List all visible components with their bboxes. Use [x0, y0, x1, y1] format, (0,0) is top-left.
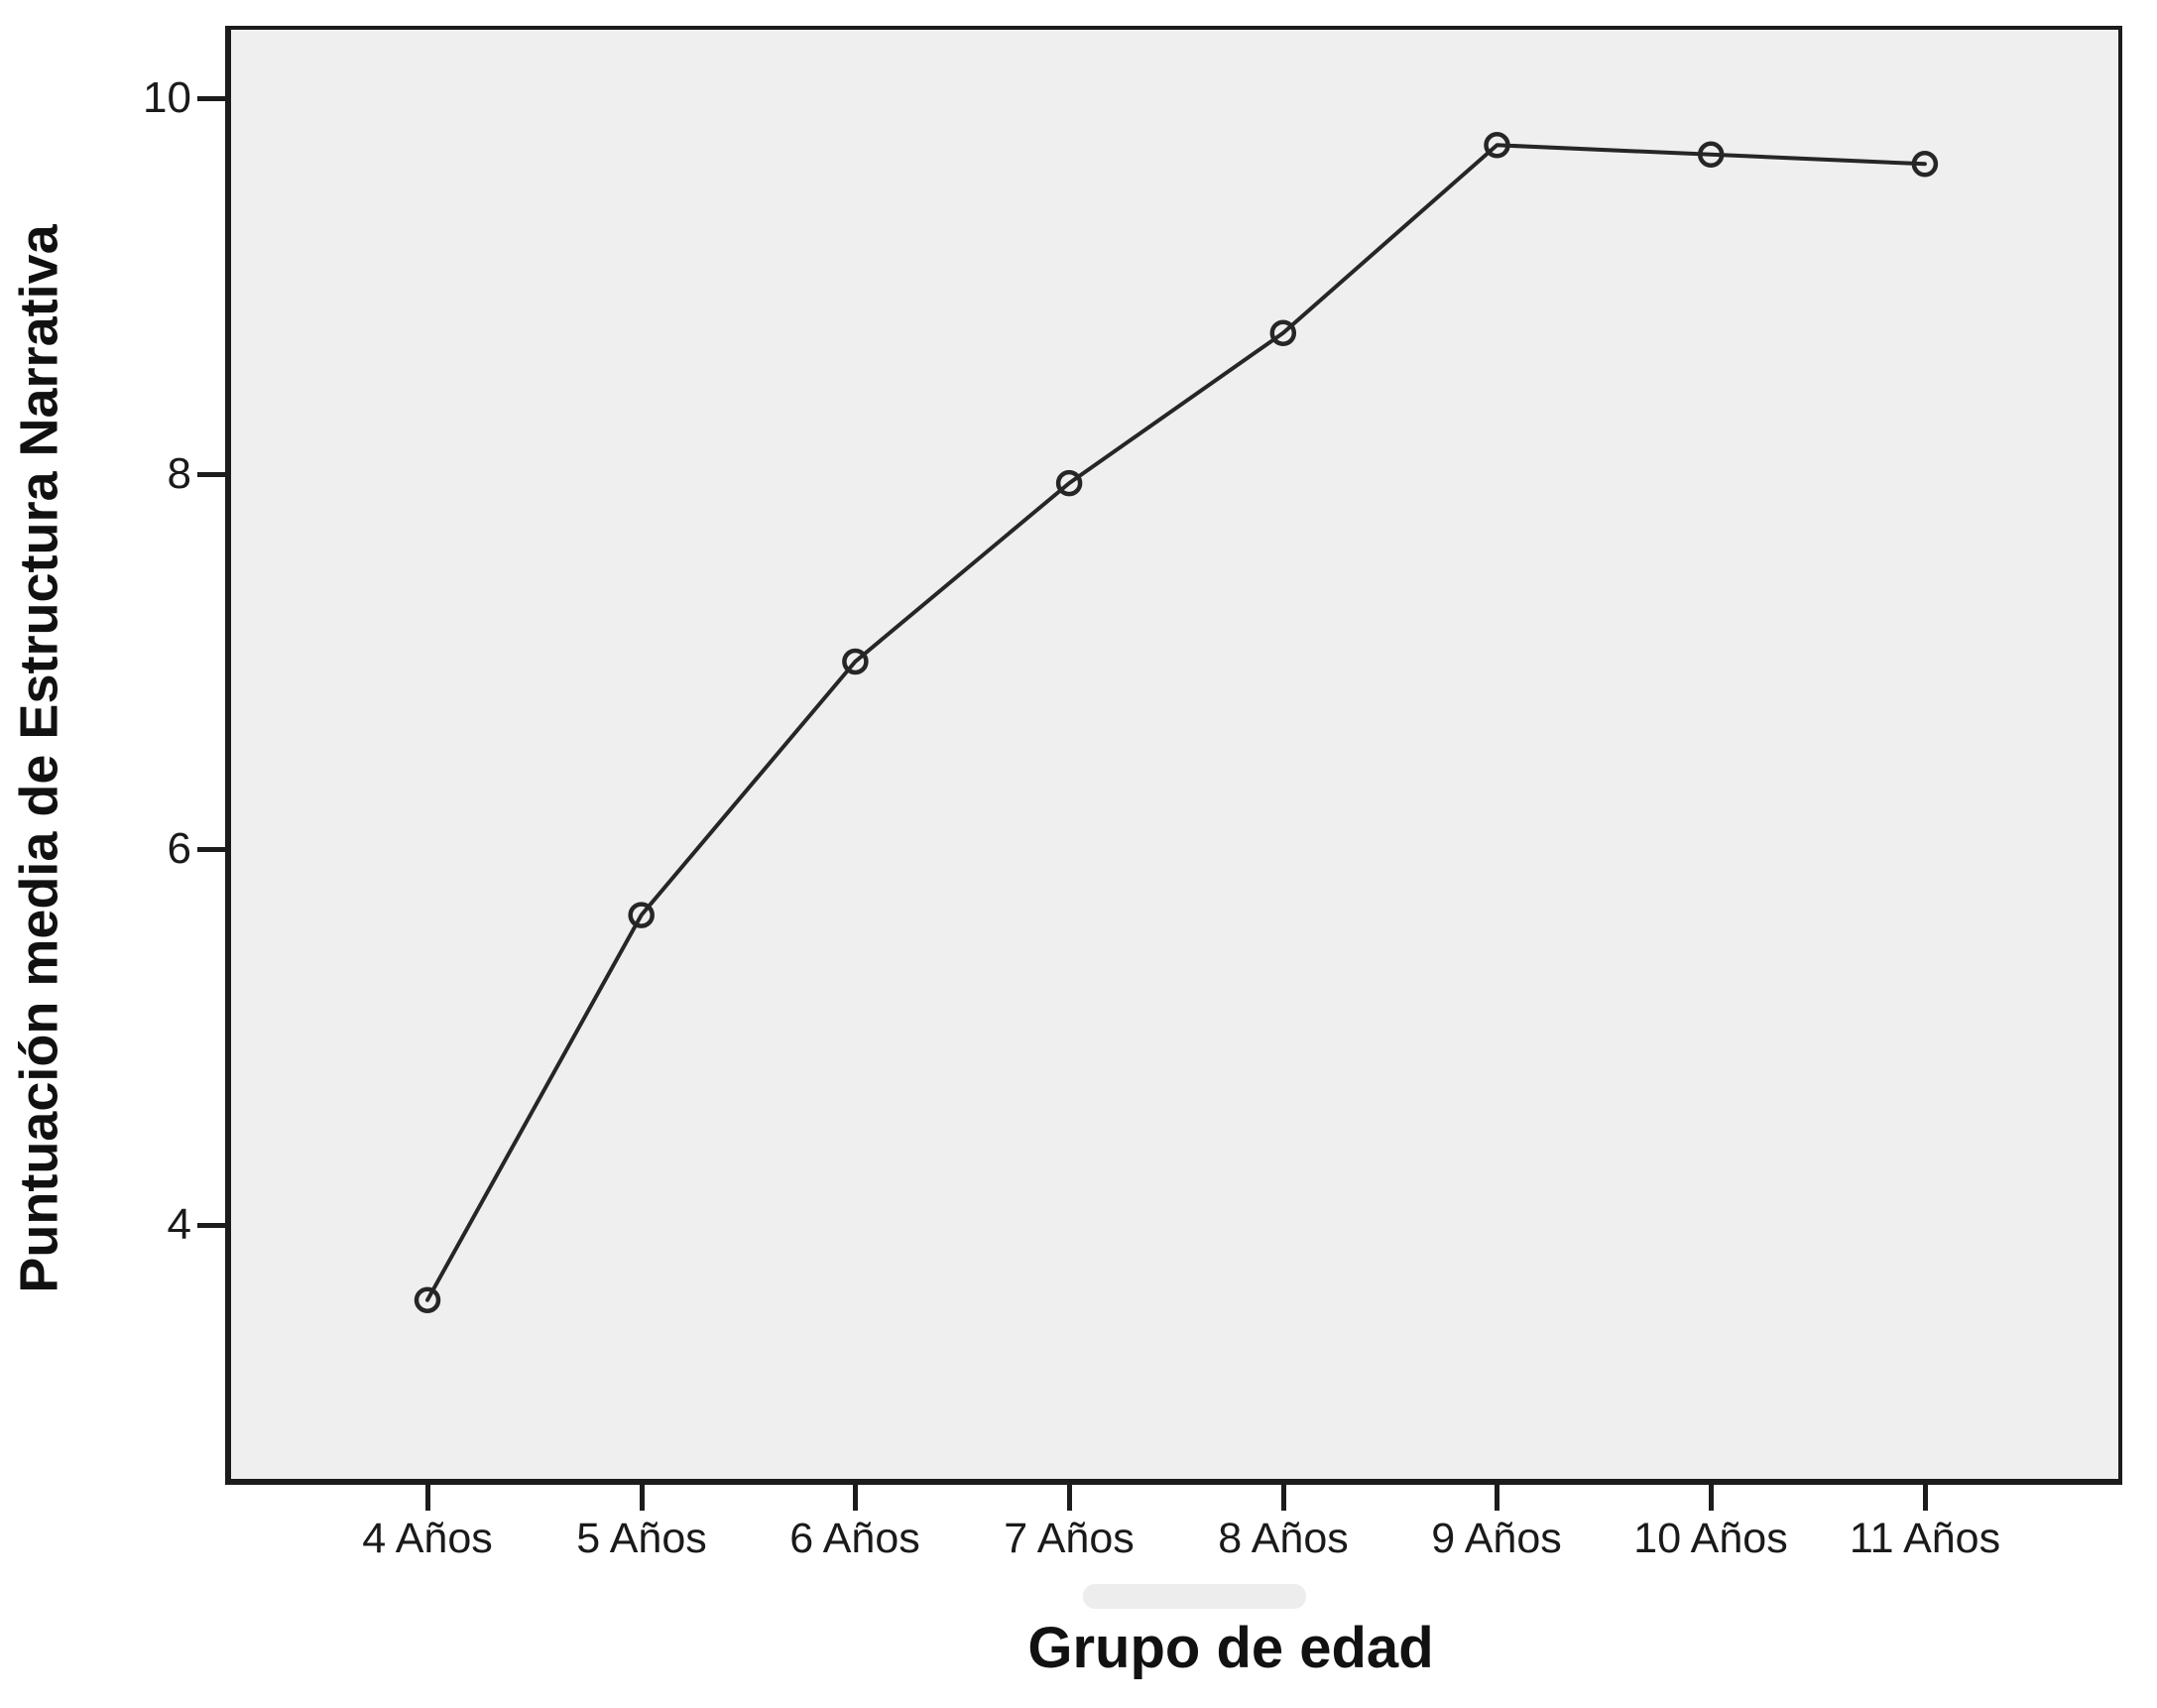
x-axis-title: Grupo de edad — [1027, 1616, 1434, 1680]
x-tick-mark-5anos — [640, 1484, 645, 1511]
x-tick-label-6anos: 6 Años — [789, 1515, 920, 1562]
data-point-marker — [628, 902, 655, 928]
y-tick-mark-4 — [197, 1223, 225, 1228]
y-tick-label-10: 10 — [143, 73, 191, 122]
y-tick-mark-8 — [197, 472, 225, 477]
x-tick-mark-7anos — [1067, 1484, 1072, 1511]
x-tick-mark-11anos — [1923, 1484, 1928, 1511]
x-tick-mark-8anos — [1281, 1484, 1286, 1511]
scan-artifact-smudge — [1083, 1584, 1306, 1609]
data-point-marker — [1484, 132, 1510, 159]
x-tick-label-8anos: 8 Años — [1218, 1515, 1349, 1562]
x-tick-mark-10anos — [1709, 1484, 1714, 1511]
y-axis-title-wrap: Puntuación media de Estructura Narrativa — [0, 119, 79, 1399]
x-tick-mark-9anos — [1495, 1484, 1499, 1511]
y-tick-label-6: 6 — [167, 824, 191, 873]
data-point-marker — [842, 648, 869, 675]
y-tick-mark-6 — [197, 847, 225, 852]
series-polyline — [425, 143, 1927, 1302]
data-point-marker — [1269, 319, 1297, 346]
data-point-marker — [1055, 469, 1083, 497]
x-tick-label-5anos: 5 Años — [576, 1515, 707, 1562]
y-tick-mark-10 — [197, 96, 225, 101]
line-series — [414, 132, 1939, 1313]
x-tick-label-7anos: 7 Años — [1004, 1515, 1135, 1562]
data-point-marker — [1697, 141, 1725, 169]
x-tick-label-9anos: 9 Años — [1431, 1515, 1562, 1562]
y-axis-title: Puntuación media de Estructura Narrativa — [10, 224, 69, 1293]
y-tick-label-8: 8 — [167, 449, 191, 498]
data-point-marker — [414, 1286, 441, 1313]
x-tick-label-10anos: 10 Años — [1633, 1515, 1788, 1562]
plot-area — [225, 26, 2122, 1485]
x-tick-mark-4anos — [425, 1484, 430, 1511]
x-tick-label-11anos: 11 Años — [1849, 1515, 2001, 1562]
x-tick-mark-6anos — [853, 1484, 858, 1511]
y-tick-label-4: 4 — [167, 1200, 191, 1249]
x-tick-label-4anos: 4 Años — [362, 1515, 493, 1562]
data-point-marker — [1911, 151, 1939, 178]
